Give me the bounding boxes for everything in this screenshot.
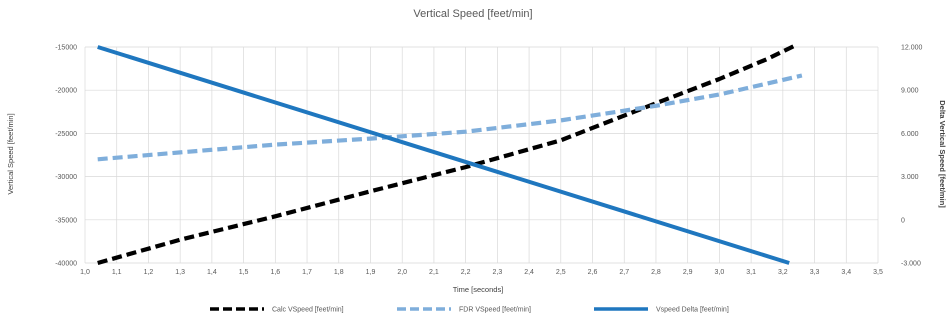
x-tick-label: 2,1 [429,269,439,276]
y-tick-label: -25000 [55,131,77,138]
x-tick-label: 1,3 [175,269,185,276]
chart-title: Vertical Speed [feet/min] [413,8,532,20]
series-line-3 [97,45,790,265]
x-tick-label: 2,5 [556,269,566,276]
x-tick-label: 1,6 [270,269,280,276]
x-tick-label: 3,3 [810,269,820,276]
x-tick-label: 2,0 [397,269,407,276]
x-tick-label: 2,6 [588,269,598,276]
x-tick-label: 2,9 [683,269,693,276]
y-axis-label: Vertical Speed [feet/min] [6,113,15,194]
legend-label: FDR VSpeed [feet/min] [459,307,531,314]
series-line-1 [97,43,797,266]
x-tick-label: 1,7 [302,269,312,276]
grid [84,46,879,264]
legend-label: Vspeed Delta [feet/min] [656,307,729,314]
series-line-2 [97,73,803,162]
x-tick-label: 2,4 [524,269,534,276]
y-tick-labels: -40000 -35000 -30000 -25000 -20000 -15000 [55,45,77,268]
x-tick-label: 3,2 [778,269,788,276]
x-tick-label: 1,8 [334,269,344,276]
y2-tick-label: 12.000 [901,45,923,52]
y-tick-label: -20000 [55,88,77,95]
x-tick-label: 3,1 [746,269,756,276]
y-tick-label: -30000 [55,174,77,181]
legend: Calc VSpeed [feet/min] FDR VSpeed [feet/m… [210,307,729,314]
x-tick-label: 1,5 [239,269,249,276]
x-tick-labels: 1,0 1,1 1,2 1,3 1,4 1,5 1,6 1,7 1,8 1,9 2,0 2,1 2,2 2… [80,269,883,276]
series-lines [97,43,803,266]
x-tick-label: 1,1 [112,269,122,276]
x-tick-label: 2,8 [651,269,661,276]
x-tick-label: 1,4 [207,269,217,276]
x-tick-label: 3,5 [873,269,883,276]
x-tick-label: 1,0 [80,269,90,276]
y2-tick-labels: -3.000 0 3.000 6.000 9.000 12.000 [901,45,923,268]
x-tick-label: 2,2 [461,269,471,276]
y2-tick-label: 3.000 [901,174,919,181]
y-tick-label: -40000 [55,261,77,268]
y2-tick-label: 0 [901,217,905,224]
y2-tick-label: 6.000 [901,131,919,138]
y-tick-label: -15000 [55,45,77,52]
x-tick-label: 3,0 [715,269,725,276]
legend-label: Calc VSpeed [feet/min] [272,307,344,314]
y2-tick-label: -3.000 [901,261,921,268]
x-tick-label: 2,3 [492,269,502,276]
y-tick-label: -35000 [55,217,77,224]
x-axis-label: Time [seconds] [453,285,504,294]
x-tick-label: 3,4 [841,269,851,276]
y2-axis-label: Delta Vertical Speed [feet/min] [938,100,946,208]
x-tick-label: 1,2 [144,269,154,276]
y2-tick-label: 9.000 [901,88,919,95]
x-tick-label: 1,9 [366,269,376,276]
x-tick-label: 2,7 [619,269,629,276]
